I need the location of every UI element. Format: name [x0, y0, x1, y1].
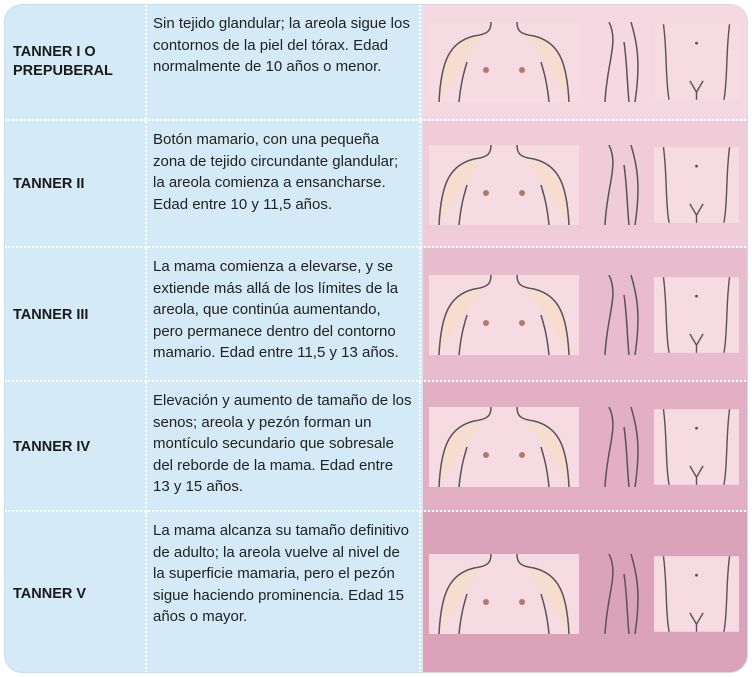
stage-label: TANNER II: [13, 176, 85, 192]
stage-description: Sin tejido glandular; la areola sigue lo…: [145, 5, 421, 119]
illustration-panel: [423, 121, 747, 248]
illustration: [429, 22, 739, 102]
table-row: TANNER III La mama comienza a elevarse, …: [5, 246, 747, 382]
stage-description: Botón mamario, con una pequeña zona de t…: [145, 121, 421, 248]
stage-description: Elevación y aumento de tamaño de los sen…: [145, 382, 421, 512]
stage-label: TANNER V: [13, 585, 87, 602]
illustration: [429, 275, 739, 355]
illustration-panel: [423, 382, 747, 512]
tanner-table: TANNER I O PREPUBERAL Sin tejido glandul…: [4, 4, 748, 673]
illustration-panel: [423, 5, 747, 119]
table-row: TANNER I O PREPUBERAL Sin tejido glandul…: [5, 5, 747, 119]
table-row: TANNER IV Elevación y aumento de tamaño …: [5, 380, 747, 512]
illustration-panel: [423, 512, 747, 672]
illustration-panel: [423, 248, 747, 382]
illustration: [429, 144, 739, 225]
illustration: [429, 407, 739, 487]
illustration: [429, 554, 739, 634]
stage-label: TANNER IV: [13, 438, 91, 455]
stage-label: TANNER I O PREPUBERAL: [13, 44, 113, 79]
stage-description: La mama comienza a elevarse, y se extien…: [145, 248, 421, 382]
table-row: TANNER II Botón mamario, con una pequeña…: [5, 119, 747, 248]
stage-description: La mama alcanza su tamaño definitivo de …: [145, 512, 421, 672]
stage-label: TANNER III: [13, 306, 89, 323]
table-row: TANNER V La mama alcanza su tamaño defin…: [5, 510, 747, 672]
